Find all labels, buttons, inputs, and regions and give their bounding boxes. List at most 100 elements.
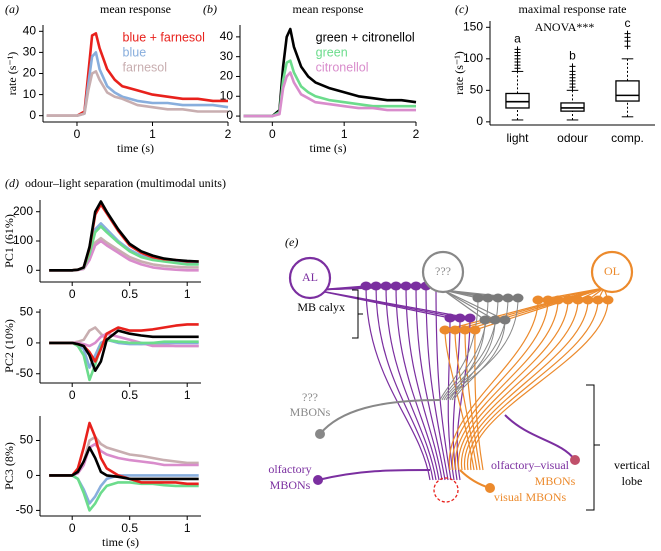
axon — [467, 299, 599, 471]
outlier — [569, 68, 576, 75]
group-label: a — [514, 32, 521, 46]
y-tick-label: 0 — [26, 468, 33, 482]
panel-label: (a) — [5, 2, 19, 16]
x-tick-label: 1 — [184, 521, 191, 535]
panel-label: (d) — [5, 176, 19, 190]
y-tick-label: 20 — [220, 69, 234, 83]
x-tick-label: 0 — [69, 388, 76, 402]
series-line — [49, 200, 199, 272]
y-tick-label: -50 — [16, 503, 34, 517]
y-tick-label: 100 — [463, 51, 483, 65]
diagram-label: ??? — [302, 390, 318, 404]
connection — [442, 289, 496, 321]
axon — [456, 317, 471, 481]
x-tick-label: comp. — [611, 131, 644, 145]
box — [505, 92, 530, 109]
region — [433, 477, 459, 503]
diagram-label: lobe — [622, 474, 643, 488]
chart-title: mean response — [100, 2, 171, 16]
group-label: b — [569, 49, 576, 63]
bracket — [352, 289, 363, 339]
axon — [449, 319, 486, 401]
y-tick-label: 20 — [23, 66, 37, 80]
x-tick-label: 0 — [69, 287, 76, 301]
x-tick-label: 1 — [184, 388, 191, 402]
diagram-label: vertical — [614, 458, 651, 472]
series-line — [243, 27, 417, 118]
outlier — [624, 30, 631, 37]
axon — [452, 317, 461, 481]
y-axis-label: rate (s⁻¹) — [452, 51, 466, 95]
kenyon-cell — [532, 295, 544, 305]
axon — [365, 285, 431, 481]
kenyon-cell — [582, 295, 594, 305]
neuropil — [590, 250, 634, 294]
bracket — [586, 384, 600, 511]
kenyon-cell — [360, 281, 372, 291]
y-tick-label: 10 — [23, 87, 37, 101]
x-tick-label: 0 — [74, 127, 81, 141]
y-tick-label: 0 — [26, 335, 33, 349]
chart-title: mean response — [293, 2, 364, 16]
x-tick-label: 1 — [184, 287, 191, 301]
series-line — [49, 421, 199, 486]
kenyon-cell — [502, 293, 514, 303]
kenyon-cell — [439, 325, 451, 335]
series-line — [49, 474, 199, 512]
axon — [405, 285, 443, 481]
kenyon-cell — [459, 325, 471, 335]
mbon-soma — [570, 455, 580, 465]
box — [560, 102, 585, 112]
series-line — [49, 442, 199, 477]
series-line — [49, 446, 199, 481]
axon — [453, 319, 506, 401]
axon — [375, 285, 434, 481]
kenyon-cell — [469, 325, 481, 335]
y-axis-label: rate (s⁻¹) — [5, 52, 19, 96]
series-line — [46, 70, 228, 117]
neuropil — [421, 250, 465, 294]
mbon — [459, 469, 491, 489]
chart-title: maximal response rate — [519, 2, 627, 16]
y-tick-label: 50 — [20, 433, 34, 447]
outlier — [514, 46, 521, 53]
legend-label: blue + farnesol — [123, 30, 205, 44]
connection — [314, 289, 471, 319]
kenyon-cell — [542, 295, 554, 305]
axon — [395, 285, 440, 481]
y-tick-label: 0 — [476, 114, 483, 128]
legend-label: citronellol — [316, 60, 369, 74]
connection — [442, 289, 486, 321]
panel-label: (c) — [455, 2, 468, 16]
y-tick-label: 30 — [220, 49, 234, 63]
kenyon-cell — [482, 293, 494, 303]
y-tick-label: 50 — [20, 304, 34, 318]
y-tick-label: 100 — [13, 233, 33, 247]
axon — [451, 299, 549, 471]
x-tick-label: 0.5 — [121, 521, 138, 535]
group-label: c — [625, 16, 631, 30]
series-line — [243, 71, 416, 118]
axon — [474, 329, 484, 471]
y-axis-label: PC3 (8%) — [2, 442, 16, 490]
axon — [457, 299, 569, 471]
axon — [425, 285, 449, 481]
kenyon-cell — [562, 295, 574, 305]
diagram-label: MBONs — [290, 405, 331, 419]
kenyon-cell — [410, 281, 422, 291]
mbon — [319, 399, 441, 435]
x-tick-label: odour — [557, 131, 588, 145]
outlier — [624, 43, 631, 50]
y-tick-label: -50 — [16, 366, 34, 380]
x-tick-label: 1 — [341, 127, 348, 141]
y-axis-label: PC2 (10%) — [2, 319, 16, 373]
diagram-label: ??? — [435, 264, 451, 278]
axon — [470, 299, 609, 471]
kenyon-cell — [489, 315, 501, 325]
y-tick-label: 10 — [220, 88, 234, 102]
y-tick-label: 30 — [23, 45, 37, 59]
kenyon-cell — [492, 293, 504, 303]
x-tick-label: 2 — [413, 127, 420, 141]
